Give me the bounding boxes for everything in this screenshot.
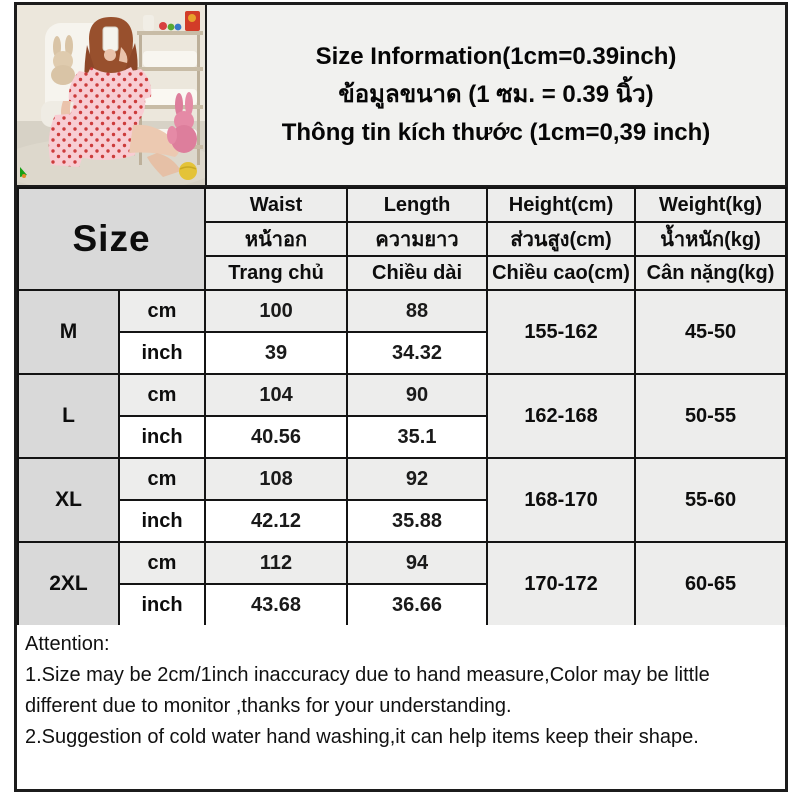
length-cm-value: 92	[346, 457, 489, 501]
waist-inch-value: 42.12	[204, 499, 349, 543]
unit-inch: inch	[117, 583, 207, 627]
attention-note-2: 2.Suggestion of cold water hand washing,…	[25, 726, 699, 748]
length-cm-value: 88	[346, 289, 489, 333]
height-range: 170-172	[486, 541, 637, 627]
waist-cm-value: 108	[204, 457, 349, 501]
unit-cm: cm	[117, 289, 207, 333]
polka-dot-dress	[68, 67, 146, 160]
size-info-header: Size Information(1cm=0.39inch) ข้อมูลขนา…	[207, 5, 785, 187]
plush-bunny-beige	[51, 35, 75, 85]
waist-cm-value: 112	[204, 541, 349, 585]
size-row-XL: XL cm 108 92 168-170 55-60	[17, 457, 788, 543]
col-waist-en: Waist	[204, 187, 349, 223]
waist-inch-value: 43.68	[204, 583, 349, 627]
polka-dot-pouch	[48, 113, 86, 167]
waist-cm-value: 104	[204, 373, 349, 417]
col-waist-vi: Trang chủ	[204, 255, 349, 291]
waist-inch-value: 39	[204, 331, 349, 375]
size-label-XL: XL	[17, 457, 120, 543]
unit-inch: inch	[117, 499, 207, 543]
unit-cm: cm	[117, 457, 207, 501]
weight-range: 45-50	[634, 289, 788, 375]
attention-note-1: 1.Size may be 2cm/1inch inaccuracy due t…	[25, 664, 710, 717]
height-range: 162-168	[486, 373, 637, 459]
model-figure	[48, 17, 181, 177]
col-waist-th: หน้าอก	[204, 221, 349, 257]
col-weight-vi: Cân nặng(kg)	[634, 255, 788, 291]
size-row-2XL: 2XL cm 112 94 170-172 60-65	[17, 541, 788, 627]
product-photo	[17, 5, 207, 187]
title-thai: ข้อมูลขนาด (1 ซม. = 0.39 นิ้ว)	[338, 81, 654, 108]
unit-inch: inch	[117, 415, 207, 459]
col-height-th: ส่วนสูง(cm)	[486, 221, 637, 257]
attention-title: Attention:	[25, 633, 110, 655]
height-range: 168-170	[486, 457, 637, 543]
attention-section: Attention: 1.Size may be 2cm/1inch inacc…	[17, 625, 785, 789]
waist-cm-value: 100	[204, 289, 349, 333]
size-column-header: Size	[16, 187, 207, 291]
col-length-th: ความยาว	[346, 221, 489, 257]
yellow-ball	[179, 162, 197, 180]
size-row-XL-inch: inch 42.12 35.88	[18, 499, 786, 543]
col-height-en: Height(cm)	[486, 187, 637, 223]
col-weight-th: น้ำหนัก(kg)	[634, 221, 788, 257]
jar	[143, 15, 154, 31]
unit-cm: cm	[117, 541, 207, 585]
size-label-2XL: 2XL	[17, 541, 120, 627]
size-row-L-inch: inch 40.56 35.1	[18, 415, 786, 459]
size-label-M: M	[17, 289, 120, 375]
col-length-vi: Chiều dài	[346, 255, 489, 291]
length-cm-value: 94	[346, 541, 489, 585]
size-row-2XL-inch: inch 43.68 36.66	[18, 583, 786, 627]
title-vietnamese: Thông tin kích thước (1cm=0,39 inch)	[281, 119, 711, 146]
col-height-vi: Chiều cao(cm)	[486, 255, 637, 291]
size-row-M-inch: inch 39 34.32	[18, 331, 786, 375]
height-range: 155-162	[486, 289, 637, 375]
weight-range: 55-60	[634, 457, 788, 543]
length-inch-value: 35.88	[346, 499, 489, 543]
content-frame: Size Information(1cm=0.39inch) ข้อมูลขนา…	[14, 2, 788, 792]
length-inch-value: 36.66	[346, 583, 489, 627]
product-photo-illustration	[17, 5, 205, 185]
length-inch-value: 35.1	[346, 415, 489, 459]
weight-range: 50-55	[634, 373, 788, 459]
plush-bunny-pink	[167, 92, 197, 153]
weight-range: 60-65	[634, 541, 788, 627]
col-weight-en: Weight(kg)	[634, 187, 788, 223]
unit-inch: inch	[117, 331, 207, 375]
length-inch-value: 34.32	[346, 331, 489, 375]
legs	[129, 124, 179, 157]
phone	[102, 26, 119, 52]
unit-cm: cm	[117, 373, 207, 417]
size-label-L: L	[17, 373, 120, 459]
length-cm-value: 90	[346, 373, 489, 417]
waist-inch-value: 40.56	[204, 415, 349, 459]
title-english: Size Information(1cm=0.39inch)	[315, 43, 677, 70]
size-table: Size Waist Length Height(cm) Weight(kg) …	[16, 187, 788, 627]
col-length-en: Length	[346, 187, 489, 223]
